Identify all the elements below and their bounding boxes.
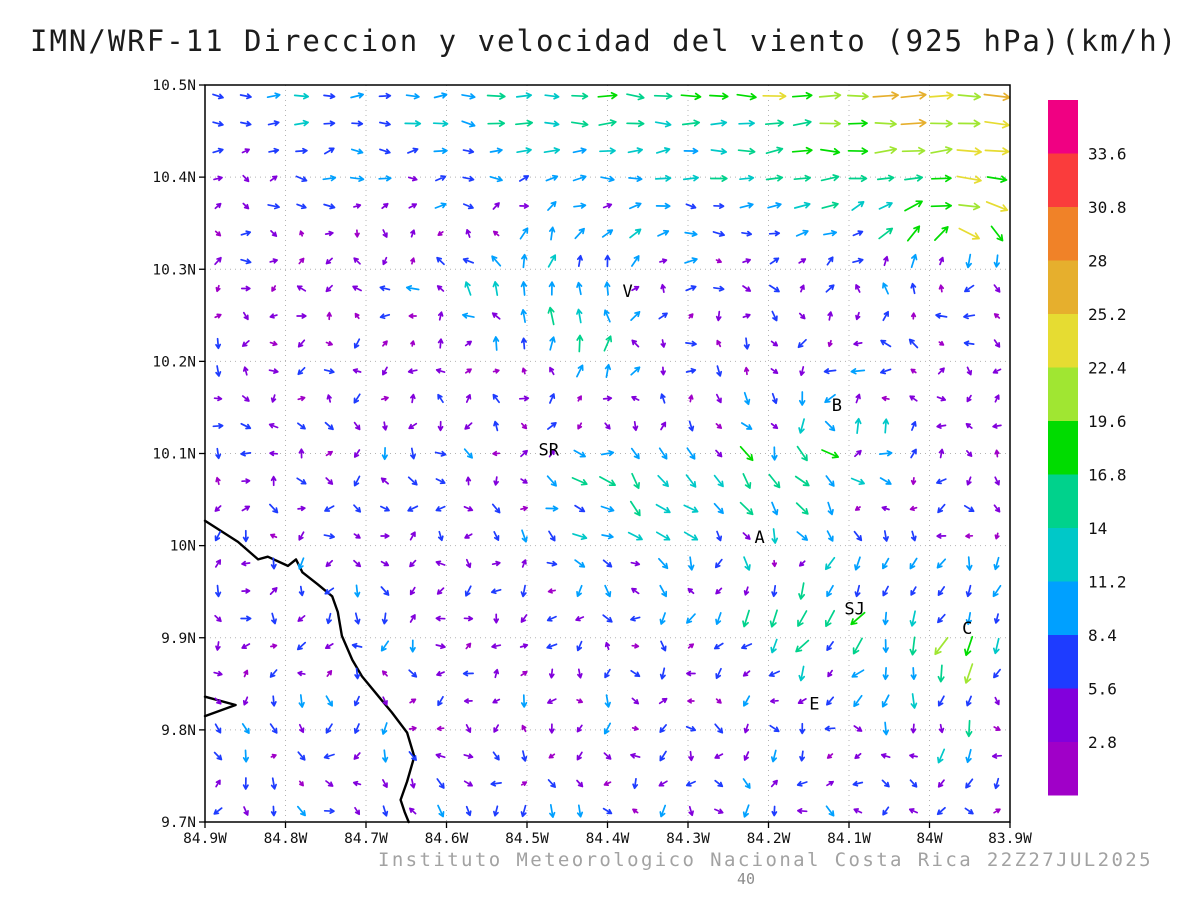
- station-labels: V B SR A SJ C E: [538, 282, 972, 715]
- x-axis-labels: 84.9W 84.8W 84.7W 84.6W 84.5W 84.4W 84.3W 84.2W…: [183, 831, 1032, 847]
- station-label-V: V: [622, 282, 632, 302]
- colorbar-label: 5.6: [1088, 680, 1117, 699]
- forecast-hour: 40: [736, 870, 756, 888]
- colorbar-label: 11.2: [1088, 573, 1127, 592]
- colorbar-segment: [1048, 100, 1078, 154]
- colorbar-segment: [1048, 742, 1078, 796]
- colorbar-label: 14: [1088, 519, 1107, 538]
- y-axis-labels: 10.5N 10.4N 10.3N 10.2N 10.1N 10N 9.9N 9.8N 9.7N: [152, 78, 196, 831]
- x-tick-label: 84W: [916, 831, 942, 847]
- y-tick-label: 10.5N: [152, 78, 196, 94]
- x-tick-label: 84.8W: [264, 831, 308, 847]
- colorbar-label: 30.8: [1088, 198, 1127, 217]
- wind-vectors: [212, 91, 1011, 818]
- y-tick-label: 10N: [170, 539, 196, 555]
- y-tick-label: 9.9N: [161, 631, 196, 647]
- station-label-C: C: [962, 619, 972, 639]
- station-label-B: B: [832, 396, 842, 416]
- x-tick-label: 84.4W: [586, 831, 630, 847]
- colorbar-label: 19.6: [1088, 412, 1127, 431]
- colorbar: 33.6 30.8 28 25.2 22.4 19.6 16.8 14 11.2 8.4 5.6 2.…: [1048, 100, 1127, 796]
- axis-ticks: [199, 84, 1011, 828]
- station-label-A: A: [754, 528, 764, 548]
- colorbar-segment: [1048, 421, 1078, 475]
- colorbar-label: 33.6: [1088, 145, 1127, 164]
- x-tick-label: 84.9W: [183, 831, 227, 847]
- colorbar-segment: [1048, 635, 1078, 689]
- colorbar-label: 8.4: [1088, 626, 1117, 645]
- colorbar-label: 25.2: [1088, 305, 1127, 324]
- x-tick-label: 84.5W: [505, 831, 549, 847]
- station-label-E: E: [809, 695, 819, 715]
- x-tick-label: 84.3W: [666, 831, 710, 847]
- station-label-SR: SR: [538, 440, 559, 460]
- colorbar-segment: [1048, 528, 1078, 582]
- x-tick-label: 84.7W: [344, 831, 388, 847]
- colorbar-segment: [1048, 688, 1078, 742]
- chart-title: IMN/WRF-11 Direccion y velocidad del vie…: [30, 24, 1179, 58]
- colorbar-segment: [1048, 260, 1078, 314]
- y-tick-label: 10.3N: [152, 262, 196, 278]
- y-tick-label: 9.7N: [161, 815, 196, 831]
- colorbar-segment: [1048, 474, 1078, 528]
- colorbar-label: 22.4: [1088, 359, 1127, 378]
- colorbar-segment: [1048, 207, 1078, 261]
- colorbar-label: 2.8: [1088, 733, 1117, 752]
- station-label-SJ: SJ: [844, 600, 864, 620]
- x-tick-label: 84.2W: [747, 831, 791, 847]
- colorbar-segment: [1048, 367, 1078, 421]
- colorbar-segment: [1048, 153, 1078, 207]
- footer-text: Instituto Meteorologico Nacional Costa R…: [378, 849, 1153, 871]
- y-tick-label: 10.2N: [152, 354, 196, 370]
- colorbar-label: 28: [1088, 252, 1107, 271]
- grid-lines: [205, 85, 1010, 822]
- colorbar-segment: [1048, 581, 1078, 635]
- y-tick-label: 10.4N: [152, 170, 196, 186]
- x-tick-label: 84.1W: [827, 831, 871, 847]
- colorbar-segment: [1048, 314, 1078, 368]
- coastline: [203, 519, 416, 824]
- y-tick-label: 10.1N: [152, 447, 196, 463]
- x-tick-label: 84.6W: [425, 831, 469, 847]
- colorbar-label: 16.8: [1088, 466, 1127, 485]
- x-tick-label: 83.9W: [988, 831, 1032, 847]
- y-tick-label: 9.8N: [161, 723, 196, 739]
